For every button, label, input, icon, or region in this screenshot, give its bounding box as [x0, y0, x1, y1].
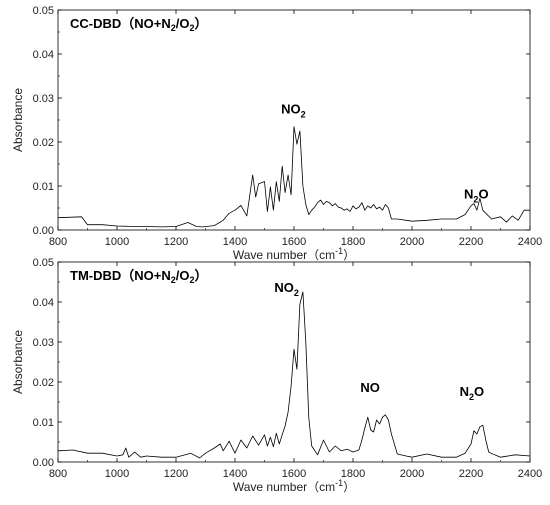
x-tick-label: 1600 [282, 468, 306, 480]
x-tick-label: 1800 [341, 468, 365, 480]
y-tick-label: 0.04 [33, 297, 54, 309]
x-tick-label: 1600 [282, 236, 306, 248]
y-tick-label: 0.05 [33, 5, 54, 17]
series-line-1 [57, 291, 531, 459]
y-tick-label: 0.05 [33, 257, 54, 269]
x-tick-label: 1400 [223, 468, 247, 480]
x-tick-label: 2400 [518, 236, 542, 248]
x-tick-label: 1000 [105, 468, 129, 480]
series-line-1 [57, 126, 530, 228]
x-tick-label: 1800 [341, 236, 365, 248]
x-tick-label: 800 [49, 236, 67, 248]
y-tick-label: 0.03 [33, 337, 54, 349]
panel-title: CC-DBD（NO+N2/O2） [70, 16, 208, 33]
x-tick-label: 2200 [459, 236, 483, 248]
x-tick-label: 1200 [164, 468, 188, 480]
y-tick-label: 0.02 [33, 377, 54, 389]
x-tick-label: 800 [49, 468, 67, 480]
peak-label-2: NO [360, 380, 380, 395]
panel-title: TM-DBD（NO+N2/O2） [70, 268, 208, 285]
y-tick-label: 0.00 [33, 225, 54, 237]
x-tick-label: 2000 [400, 468, 424, 480]
x-tick-label: 2200 [459, 468, 483, 480]
chart-panel-2: 0.00 0.01 0.02 0.03 0.04 0.05 800 1000 1200 1400 1… [11, 257, 542, 494]
plot-frame [57, 9, 531, 231]
y-tick-label: 0.01 [33, 181, 54, 193]
y-tick-label: 0.01 [33, 417, 54, 429]
x-tick-label: 2400 [518, 468, 542, 480]
chart-panel-1: 0.00 0.01 0.02 0.03 0.04 0.05 800 1000 1200 1400 1… [11, 5, 542, 262]
y-tick-label: 0.03 [33, 93, 54, 105]
y-tick-label: 0.04 [33, 49, 54, 61]
x-tick-label: 1200 [164, 236, 188, 248]
peak-label-1: NO2 [281, 101, 306, 119]
y-axis-title: Absorbance [11, 88, 25, 152]
peak-label-2: N2O [464, 186, 489, 204]
peak-label-3: N2O [460, 384, 485, 402]
x-tick-label: 1400 [223, 236, 247, 248]
x-axis-title: Wave number（cm-1） [233, 478, 355, 494]
x-tick-label: 1000 [105, 236, 129, 248]
y-axis-title: Absorbance [11, 330, 25, 394]
y-tick-label: 0.00 [33, 457, 54, 469]
y-tick-label: 0.02 [33, 137, 54, 149]
x-tick-label: 2000 [400, 236, 424, 248]
peak-label-1: NO2 [274, 280, 299, 298]
x-axis-title: Wave number（cm-1） [233, 246, 355, 262]
